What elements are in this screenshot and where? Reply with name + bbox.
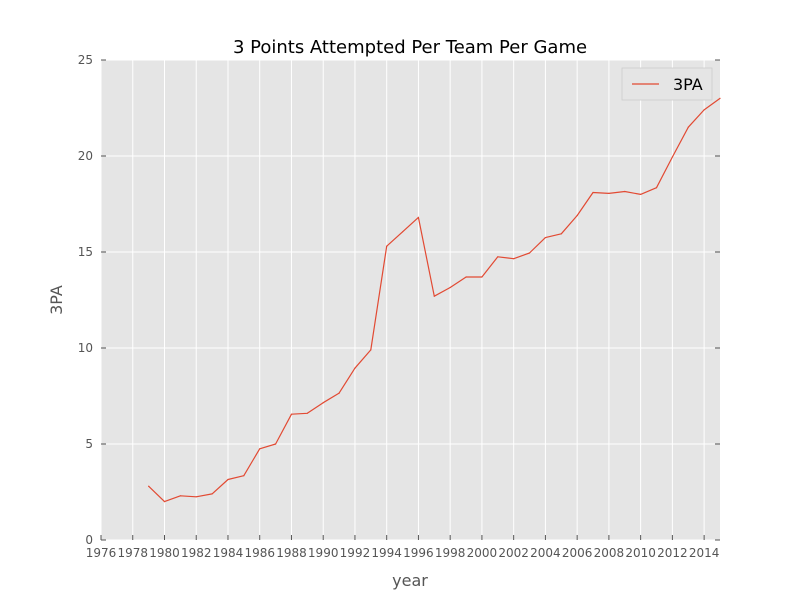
x-tick-label: 2012 [657, 546, 688, 560]
y-tick-label: 20 [78, 149, 93, 163]
y-tick-label: 25 [78, 53, 93, 67]
x-tick-label: 2014 [689, 546, 720, 560]
data-point [513, 258, 515, 260]
data-point [290, 413, 293, 415]
data-point [179, 495, 181, 497]
x-tick-label: 1980 [149, 546, 180, 560]
legend-label: 3PA [673, 75, 703, 94]
y-tick-label: 5 [85, 437, 93, 451]
x-axis-label: year [392, 571, 428, 590]
data-point [687, 126, 689, 128]
data-point [306, 412, 308, 414]
plot-area [101, 60, 720, 540]
data-point [592, 191, 594, 194]
x-tick-label: 1998 [435, 546, 466, 560]
data-point [576, 214, 578, 217]
data-point [417, 216, 419, 218]
data-point [275, 443, 277, 445]
y-tick-label: 0 [85, 533, 93, 547]
data-point [354, 367, 356, 369]
data-point [560, 233, 562, 235]
data-point [338, 392, 340, 394]
grid-lines [100, 59, 720, 541]
x-tick-label: 2008 [594, 546, 625, 560]
data-point [163, 501, 166, 503]
x-tick-label: 1976 [86, 546, 117, 560]
x-tick-label: 2004 [530, 546, 561, 560]
data-point [608, 192, 610, 194]
data-point [148, 485, 150, 487]
x-tick-label: 1984 [213, 546, 244, 560]
x-tick-label: 1996 [403, 546, 434, 560]
data-point [243, 475, 245, 477]
axis-ticks: 1976 1978 1980 1982 1984 1986 1988 1990 1992 1994… [78, 53, 720, 560]
data-point [449, 286, 451, 289]
data-point [624, 190, 626, 193]
data-point [322, 402, 324, 404]
data-point [528, 252, 531, 254]
data-point [195, 496, 197, 498]
data-point [386, 245, 388, 247]
x-tick-label: 2002 [498, 546, 529, 560]
legend: 3PA [621, 67, 713, 101]
data-point [655, 187, 658, 189]
data-point [433, 295, 435, 297]
data-point [211, 493, 213, 495]
data-point [481, 276, 483, 278]
data-series [148, 97, 721, 503]
y-tick-label: 15 [78, 245, 93, 259]
x-tick-label: 2010 [625, 546, 656, 560]
y-axis-label: 3PA [47, 285, 66, 315]
data-point [497, 256, 499, 258]
data-point [370, 349, 372, 351]
data-point [259, 448, 261, 450]
x-tick-label: 2000 [467, 546, 498, 560]
data-point [671, 156, 674, 158]
data-point [640, 193, 642, 195]
x-tick-label: 2006 [562, 546, 593, 560]
data-point [402, 231, 404, 233]
data-point [719, 97, 721, 99]
data-point [544, 237, 547, 239]
x-tick-label: 1990 [308, 546, 339, 560]
y-tick-label: 10 [78, 341, 93, 355]
x-tick-label: 1988 [276, 546, 307, 560]
chart-title: 3 Points Attempted Per Team Per Game [233, 37, 587, 58]
x-tick-label: 1994 [371, 546, 402, 560]
data-point [465, 276, 467, 278]
x-tick-label: 1992 [340, 546, 371, 560]
data-point [227, 478, 229, 481]
data-point [703, 109, 705, 111]
x-tick-label: 1978 [117, 546, 148, 560]
x-tick-label: 1986 [244, 546, 275, 560]
x-tick-label: 1982 [181, 546, 212, 560]
